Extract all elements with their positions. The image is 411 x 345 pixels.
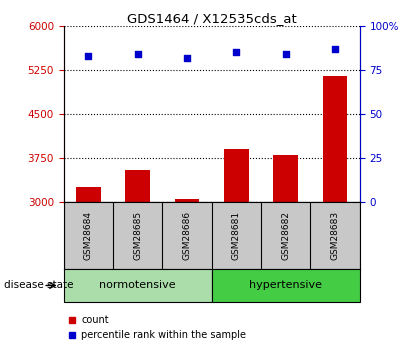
Legend: count, percentile rank within the sample: count, percentile rank within the sample: [69, 315, 246, 340]
Bar: [273, 155, 298, 202]
Bar: [76, 187, 101, 202]
Text: GSM28681: GSM28681: [232, 211, 241, 260]
Title: GDS1464 / X12535cds_at: GDS1464 / X12535cds_at: [127, 12, 297, 25]
Point: [233, 49, 240, 55]
Text: GSM28684: GSM28684: [84, 211, 93, 260]
Bar: [323, 76, 347, 202]
Bar: [212, 269, 360, 302]
Text: GSM28685: GSM28685: [133, 211, 142, 260]
Point: [332, 46, 338, 51]
Text: normotensive: normotensive: [99, 280, 176, 290]
Point: [184, 55, 190, 60]
Bar: [175, 199, 199, 202]
Point: [85, 53, 92, 59]
Text: GSM28682: GSM28682: [281, 211, 290, 260]
Bar: [224, 149, 249, 202]
Text: GSM28686: GSM28686: [182, 211, 192, 260]
Text: hypertensive: hypertensive: [249, 280, 322, 290]
Text: GSM28683: GSM28683: [330, 211, 339, 260]
Bar: [64, 269, 212, 302]
Point: [282, 51, 289, 57]
Point: [134, 51, 141, 57]
Bar: [125, 170, 150, 202]
Text: disease state: disease state: [4, 280, 74, 290]
